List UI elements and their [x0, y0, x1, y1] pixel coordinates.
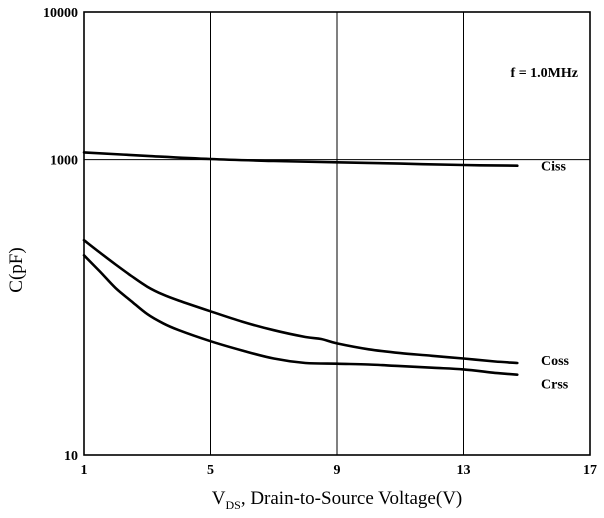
series-label-coss: Coss	[541, 354, 570, 369]
y-tick-label-10000: 10000	[43, 6, 78, 21]
series-line-coss	[82, 238, 519, 365]
gridlines	[84, 12, 590, 455]
x-tick-label-17: 17	[583, 463, 597, 478]
x-tick-label-5: 5	[207, 463, 214, 478]
plot-frame	[83, 11, 591, 456]
tick-labels: 1 5 9 13 17 10 1000 10000	[43, 6, 597, 478]
x-tick-label-13: 13	[457, 463, 471, 478]
x-axis-title-rest: , Drain-to-Source Voltage(V)	[241, 488, 462, 509]
x-axis-title-main: V	[212, 488, 226, 509]
series-label-crss: Crss	[541, 378, 569, 393]
frequency-annotation: f = 1.0MHz	[511, 66, 578, 81]
x-tick-label-1: 1	[81, 463, 88, 478]
series-label-ciss: Ciss	[541, 160, 566, 175]
y-axis-title: C(pF)	[6, 247, 27, 292]
series-labels: Ciss Coss Crss	[541, 160, 570, 393]
x-axis-title: VDS, Drain-to-Source Voltage(V)	[212, 488, 463, 512]
y-tick-label-10: 10	[64, 449, 78, 464]
x-tick-label-9: 9	[334, 463, 341, 478]
series-layer	[82, 151, 519, 376]
series-line-crss	[82, 254, 519, 376]
y-tick-label-1000: 1000	[50, 154, 78, 169]
x-axis-title-subscript: DS	[225, 498, 240, 512]
series-line-ciss	[82, 151, 519, 167]
